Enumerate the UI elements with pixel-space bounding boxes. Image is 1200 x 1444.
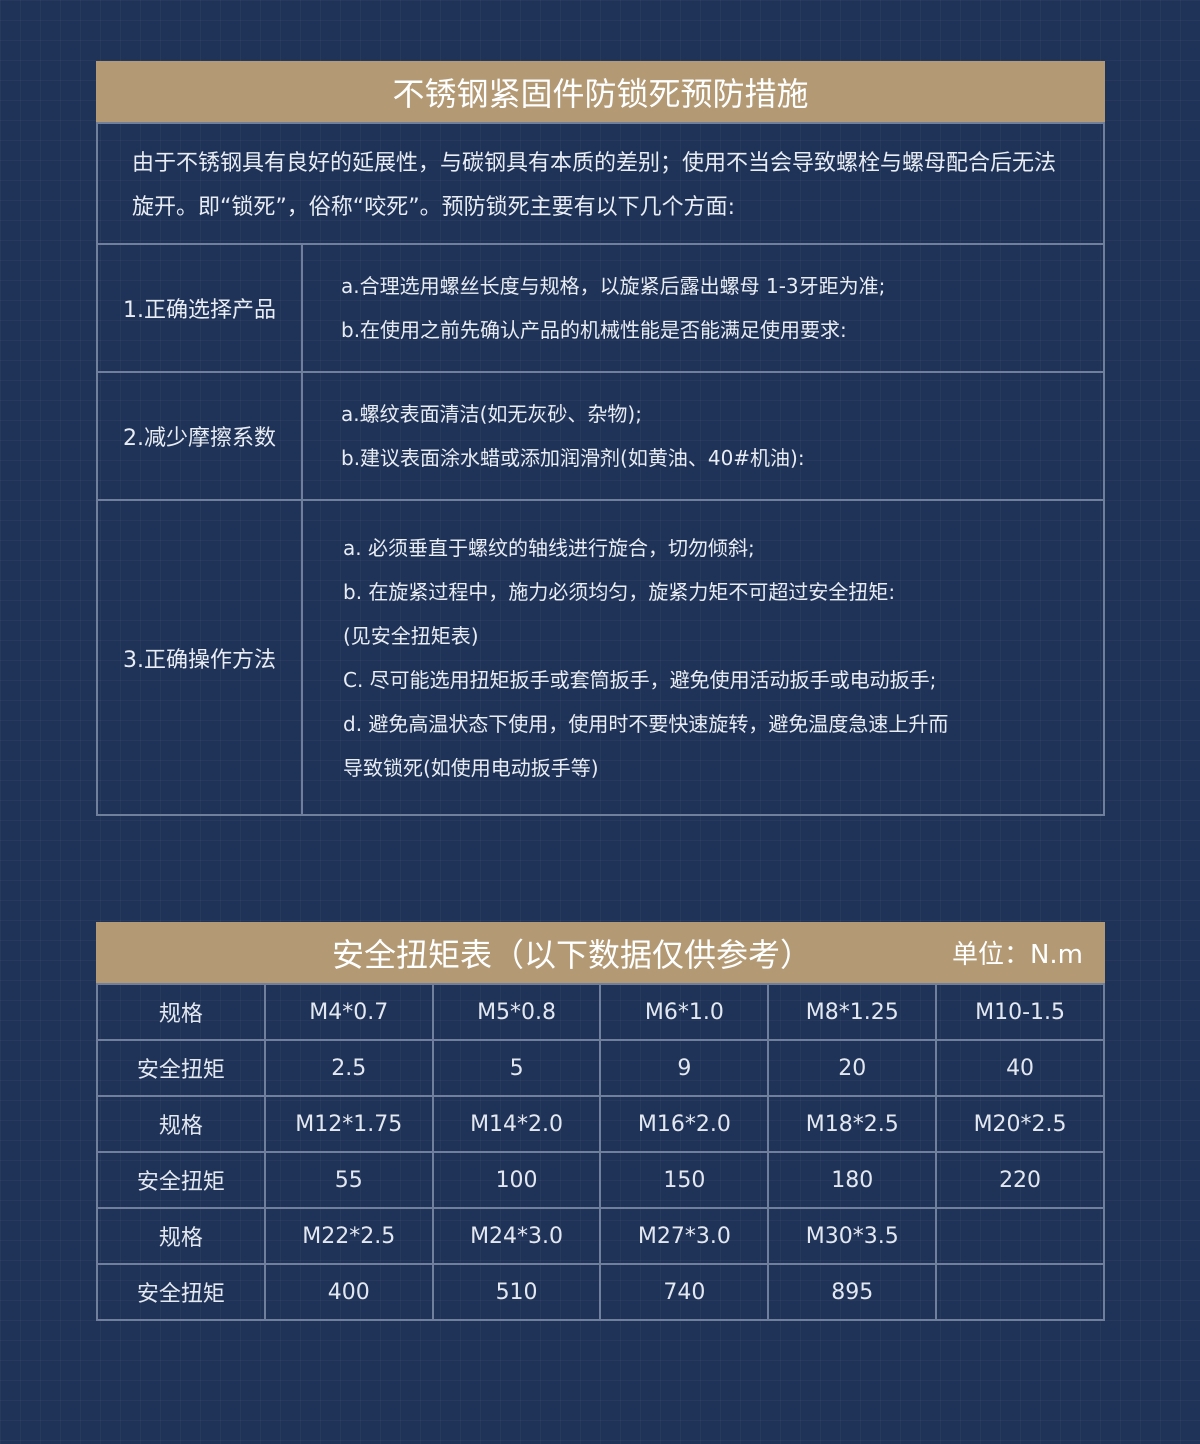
torque-cell: M12*1.75 bbox=[263, 1095, 434, 1153]
torque-row: 安全扭矩 55 100 150 180 220 bbox=[96, 1151, 1105, 1209]
prevention-table: 由于不锈钢具有良好的延展性，与碳钢具有本质的差别；使用不当会导致螺栓与螺母配合后… bbox=[96, 122, 1105, 816]
measure-label: 3.正确操作方法 bbox=[98, 501, 303, 814]
torque-title: 安全扭矩表（以下数据仅供参考） bbox=[332, 935, 813, 974]
measure-item: b.在使用之前先确认产品的机械性能是否能满足使用要求: bbox=[341, 318, 847, 342]
torque-cell: M27*3.0 bbox=[599, 1207, 770, 1265]
torque-cell: M20*2.5 bbox=[935, 1095, 1105, 1153]
row-header-cell: 规格 bbox=[96, 1207, 266, 1265]
torque-cell: M30*3.5 bbox=[767, 1207, 938, 1265]
measure-item: C. 尽可能选用扭矩扳手或套筒扳手，避免使用活动扳手或电动扳手; bbox=[343, 667, 937, 692]
torque-cell: 895 bbox=[767, 1263, 938, 1321]
torque-cell: 100 bbox=[431, 1151, 602, 1209]
row-header-cell: 安全扭矩 bbox=[96, 1263, 266, 1321]
torque-cell bbox=[935, 1207, 1105, 1265]
measure-content: a.螺纹表面清洁(如无灰砂、杂物); b.建议表面涂水蜡或添加润滑剂(如黄油、4… bbox=[303, 373, 805, 499]
torque-cell: M22*2.5 bbox=[263, 1207, 434, 1265]
measure-item: a. 必须垂直于螺纹的轴线进行旋合，切勿倾斜; bbox=[343, 535, 755, 560]
intro-text: 由于不锈钢具有良好的延展性，与碳钢具有本质的差别；使用不当会导致螺栓与螺母配合后… bbox=[98, 122, 1103, 245]
torque-cell: M5*0.8 bbox=[431, 983, 602, 1041]
torque-cell: 220 bbox=[935, 1151, 1105, 1209]
measure-item: a.螺纹表面清洁(如无灰砂、杂物); bbox=[341, 402, 642, 426]
measure-content: a. 必须垂直于螺纹的轴线进行旋合，切勿倾斜; b. 在旋紧过程中，施力必须均匀… bbox=[303, 501, 948, 814]
measure-label: 2.减少摩擦系数 bbox=[98, 373, 303, 499]
torque-unit: 单位：N.m bbox=[951, 940, 1083, 970]
torque-row: 安全扭矩 2.5 5 9 20 40 bbox=[96, 1039, 1105, 1097]
torque-cell: 150 bbox=[599, 1151, 770, 1209]
measure-label: 1.正确选择产品 bbox=[98, 245, 303, 371]
measure-row: 3.正确操作方法 a. 必须垂直于螺纹的轴线进行旋合，切勿倾斜; b. 在旋紧过… bbox=[98, 501, 1103, 814]
torque-cell bbox=[935, 1263, 1105, 1321]
torque-row: 规格 M12*1.75 M14*2.0 M16*2.0 M18*2.5 M20*2.5 bbox=[96, 1095, 1105, 1153]
measure-item: d. 避免高温状态下使用，使用时不要快速旋转，避免温度急速上升而 bbox=[343, 711, 949, 736]
torque-cell: 510 bbox=[431, 1263, 602, 1321]
torque-row: 安全扭矩 400 510 740 895 bbox=[96, 1263, 1105, 1321]
torque-cell: M6*1.0 bbox=[599, 983, 770, 1041]
measure-item: b. 在旋紧过程中，施力必须均匀，旋紧力矩不可超过安全扭矩: bbox=[343, 579, 896, 604]
measure-content: a.合理选用螺丝长度与规格，以旋紧后露出螺母 1-3牙距为准; b.在使用之前先… bbox=[303, 245, 885, 371]
row-header-cell: 安全扭矩 bbox=[96, 1039, 266, 1097]
measure-row: 1.正确选择产品 a.合理选用螺丝长度与规格，以旋紧后露出螺母 1-3牙距为准;… bbox=[98, 245, 1103, 373]
torque-cell: M24*3.0 bbox=[431, 1207, 602, 1265]
row-header-cell: 规格 bbox=[96, 1095, 266, 1153]
torque-row: 规格 M22*2.5 M24*3.0 M27*3.0 M30*3.5 bbox=[96, 1207, 1105, 1265]
measure-item: 导致锁死(如使用电动扳手等) bbox=[343, 755, 599, 780]
prevention-section: 不锈钢紧固件防锁死预防措施 由于不锈钢具有良好的延展性，与碳钢具有本质的差别；使… bbox=[96, 61, 1105, 816]
torque-cell: 55 bbox=[263, 1151, 434, 1209]
torque-cell: M4*0.7 bbox=[263, 983, 434, 1041]
torque-header: 安全扭矩表（以下数据仅供参考） 单位：N.m bbox=[96, 922, 1105, 983]
torque-cell: 20 bbox=[767, 1039, 938, 1097]
torque-cell: 2.5 bbox=[263, 1039, 434, 1097]
torque-cell: 40 bbox=[935, 1039, 1105, 1097]
row-header-cell: 规格 bbox=[96, 983, 266, 1041]
torque-cell: 180 bbox=[767, 1151, 938, 1209]
torque-cell: M18*2.5 bbox=[767, 1095, 938, 1153]
torque-row: 规格 M4*0.7 M5*0.8 M6*1.0 M8*1.25 M10-1.5 bbox=[96, 983, 1105, 1041]
torque-table: 规格 M4*0.7 M5*0.8 M6*1.0 M8*1.25 M10-1.5 安全扭矩 2.… bbox=[96, 983, 1105, 1321]
torque-cell: 5 bbox=[431, 1039, 602, 1097]
torque-cell: 400 bbox=[263, 1263, 434, 1321]
measure-item: (见安全扭矩表) bbox=[343, 623, 479, 648]
torque-cell: 740 bbox=[599, 1263, 770, 1321]
torque-cell: M16*2.0 bbox=[599, 1095, 770, 1153]
measure-row: 2.减少摩擦系数 a.螺纹表面清洁(如无灰砂、杂物); b.建议表面涂水蜡或添加… bbox=[98, 373, 1103, 501]
measure-item: a.合理选用螺丝长度与规格，以旋紧后露出螺母 1-3牙距为准; bbox=[341, 274, 886, 298]
torque-cell: M14*2.0 bbox=[431, 1095, 602, 1153]
torque-cell: M10-1.5 bbox=[935, 983, 1105, 1041]
torque-section: 安全扭矩表（以下数据仅供参考） 单位：N.m 规格 M4*0.7 M5*0.8 M6*… bbox=[96, 922, 1105, 1321]
prevention-title: 不锈钢紧固件防锁死预防措施 bbox=[96, 61, 1105, 122]
torque-cell: 9 bbox=[599, 1039, 770, 1097]
row-header-cell: 安全扭矩 bbox=[96, 1151, 266, 1209]
torque-cell: M8*1.25 bbox=[767, 983, 938, 1041]
measure-item: b.建议表面涂水蜡或添加润滑剂(如黄油、40#机油): bbox=[341, 446, 805, 470]
